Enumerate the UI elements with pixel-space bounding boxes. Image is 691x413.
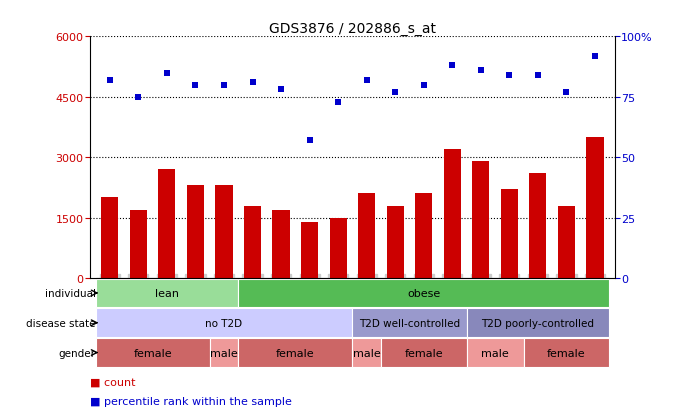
Bar: [301, 222, 318, 278]
Bar: [466, 309, 609, 337]
Point: [589, 53, 600, 60]
Bar: [158, 170, 176, 278]
Text: female: female: [276, 348, 314, 358]
Bar: [558, 206, 575, 278]
Bar: [472, 162, 489, 278]
Point: [390, 89, 401, 96]
Text: no T2D: no T2D: [205, 318, 243, 328]
Bar: [330, 218, 347, 278]
Bar: [529, 174, 547, 278]
Bar: [466, 338, 524, 367]
Bar: [95, 309, 352, 337]
Bar: [501, 190, 518, 278]
Text: male: male: [353, 348, 381, 358]
Text: T2D well-controlled: T2D well-controlled: [359, 318, 460, 328]
Point: [561, 89, 572, 96]
Text: T2D poorly-controlled: T2D poorly-controlled: [482, 318, 594, 328]
Bar: [209, 338, 238, 367]
Bar: [238, 279, 609, 308]
Point: [104, 77, 115, 84]
Bar: [244, 206, 261, 278]
Text: female: female: [404, 348, 443, 358]
Text: male: male: [210, 348, 238, 358]
Bar: [444, 150, 461, 278]
Bar: [102, 198, 118, 278]
Bar: [238, 338, 352, 367]
Point: [332, 99, 343, 106]
Text: female: female: [547, 348, 586, 358]
Text: lean: lean: [155, 288, 179, 298]
Title: GDS3876 / 202886_s_at: GDS3876 / 202886_s_at: [269, 22, 436, 36]
Text: gender: gender: [59, 348, 95, 358]
Point: [304, 138, 315, 144]
Bar: [415, 194, 433, 278]
Point: [218, 82, 229, 89]
Bar: [587, 138, 603, 278]
Text: disease state: disease state: [26, 318, 95, 328]
Point: [504, 72, 515, 79]
Bar: [387, 206, 404, 278]
Bar: [352, 309, 466, 337]
Bar: [130, 210, 147, 278]
Bar: [272, 210, 290, 278]
Bar: [216, 186, 233, 278]
Bar: [187, 186, 204, 278]
Point: [190, 82, 201, 89]
Bar: [95, 338, 209, 367]
Bar: [381, 338, 466, 367]
Text: male: male: [481, 348, 509, 358]
Point: [133, 94, 144, 101]
Point: [532, 72, 543, 79]
Point: [361, 77, 372, 84]
Bar: [358, 194, 375, 278]
Bar: [524, 338, 609, 367]
Bar: [352, 338, 381, 367]
Text: female: female: [133, 348, 172, 358]
Point: [447, 63, 458, 69]
Point: [162, 70, 173, 77]
Text: individual: individual: [44, 288, 95, 298]
Point: [276, 87, 287, 93]
Text: obese: obese: [407, 288, 440, 298]
Point: [475, 68, 486, 74]
Bar: [95, 279, 238, 308]
Point: [418, 82, 429, 89]
Point: [247, 80, 258, 86]
Text: ■ count: ■ count: [90, 377, 135, 387]
Text: ■ percentile rank within the sample: ■ percentile rank within the sample: [90, 396, 292, 406]
